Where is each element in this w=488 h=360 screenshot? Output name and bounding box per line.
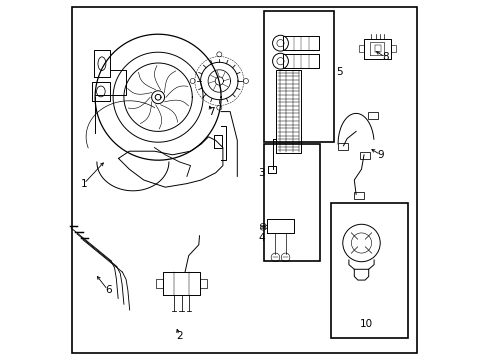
Text: 1: 1 xyxy=(81,179,87,189)
Text: 2: 2 xyxy=(176,330,183,341)
Bar xyxy=(359,152,369,159)
Text: 4: 4 xyxy=(258,233,264,243)
Text: 3: 3 xyxy=(258,168,264,178)
Text: 6: 6 xyxy=(104,285,111,295)
Bar xyxy=(353,192,363,199)
Bar xyxy=(337,143,347,150)
Bar xyxy=(264,11,334,142)
Text: 7: 7 xyxy=(208,107,215,117)
Bar xyxy=(264,144,320,261)
Text: 5: 5 xyxy=(336,67,342,77)
Text: 10: 10 xyxy=(359,319,372,329)
Text: 8: 8 xyxy=(381,52,388,62)
Bar xyxy=(367,112,378,119)
Text: 9: 9 xyxy=(377,150,384,160)
Bar xyxy=(330,203,407,338)
